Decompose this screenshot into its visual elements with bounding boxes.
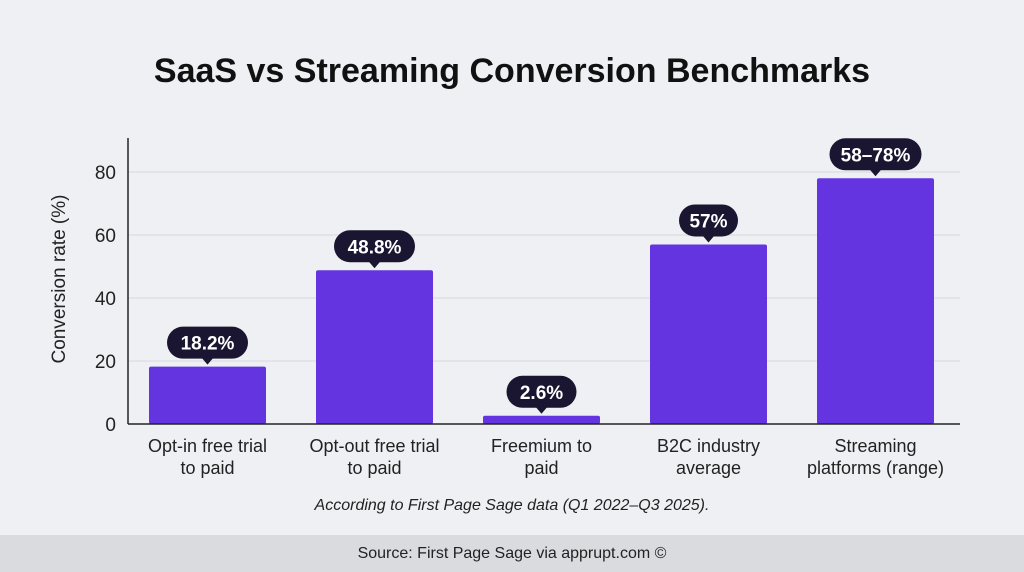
bar: [316, 270, 433, 424]
x-tick-label: Streaming: [834, 436, 916, 456]
data-label-pointer: [869, 169, 882, 177]
data-label-pointer: [702, 235, 715, 243]
source-footer: Source: First Page Sage via apprupt.com …: [0, 535, 1024, 572]
data-label: 18.2%: [181, 334, 235, 355]
y-tick-label: 0: [105, 415, 116, 436]
chart-note: According to First Page Sage data (Q1 20…: [314, 497, 710, 514]
data-label-pill: [679, 204, 738, 237]
x-tick-label: Freemium to: [491, 436, 592, 456]
data-label: 2.6%: [520, 383, 563, 404]
data-label: 57%: [689, 211, 727, 232]
bar: [483, 415, 600, 424]
data-label-pill: [506, 375, 577, 408]
data-label-pill: [167, 326, 248, 359]
data-label-pill: [334, 230, 415, 263]
y-tick-label: 80: [95, 163, 116, 184]
bar: [817, 178, 934, 424]
data-label: 48.8%: [348, 237, 402, 258]
data-label-pointer: [535, 406, 548, 414]
y-tick-label: 60: [95, 226, 116, 247]
y-tick-label: 40: [95, 289, 116, 310]
data-label: 58–78%: [841, 145, 911, 166]
data-label-pointer: [368, 261, 381, 269]
x-tick-label: platforms (range): [807, 458, 944, 478]
bar: [650, 244, 767, 424]
x-tick-label: Opt-in free trial: [148, 436, 267, 456]
data-label-pointer: [201, 357, 214, 365]
x-tick-label: B2C industry: [657, 436, 760, 456]
x-tick-label: average: [676, 458, 741, 478]
y-tick-label: 20: [95, 352, 116, 373]
chart-title: SaaS vs Streaming Conversion Benchmarks: [153, 52, 871, 90]
x-tick-label: to paid: [180, 458, 234, 478]
x-tick-label: to paid: [347, 458, 401, 478]
bar: [149, 366, 266, 424]
data-label-pill: [829, 138, 922, 171]
x-tick-label: paid: [524, 458, 558, 478]
x-tick-label: Opt-out free trial: [309, 436, 439, 456]
